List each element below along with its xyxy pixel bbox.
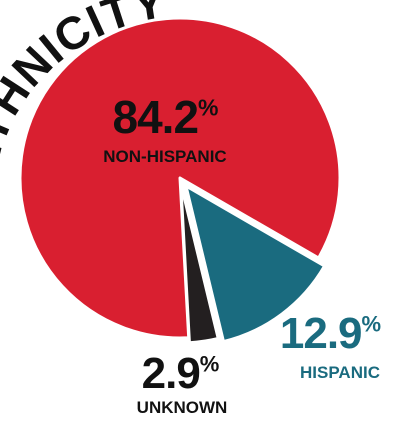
value-unit: % xyxy=(200,351,219,376)
value-unit: % xyxy=(362,311,381,336)
pie-slice xyxy=(184,184,327,344)
category-label: NON-HISPANIC xyxy=(103,147,226,166)
pie xyxy=(18,16,342,345)
category-label: HISPANIC xyxy=(300,363,380,382)
labels: 84.2%NON-HISPANIC12.9%HISPANIC2.9%UNKNOW… xyxy=(103,91,381,417)
value-number: 2.9 xyxy=(142,349,200,398)
value-number: 12.9 xyxy=(280,309,362,358)
value-number: 84.2 xyxy=(113,91,199,143)
value-label: 2.9% xyxy=(142,349,219,398)
value-unit: % xyxy=(198,95,218,121)
value-label: 12.9% xyxy=(280,309,381,358)
category-label: UNKNOWN xyxy=(137,398,228,417)
pie-slice xyxy=(179,181,220,345)
value-label: 84.2% xyxy=(113,91,219,143)
pie-slice xyxy=(18,16,342,340)
